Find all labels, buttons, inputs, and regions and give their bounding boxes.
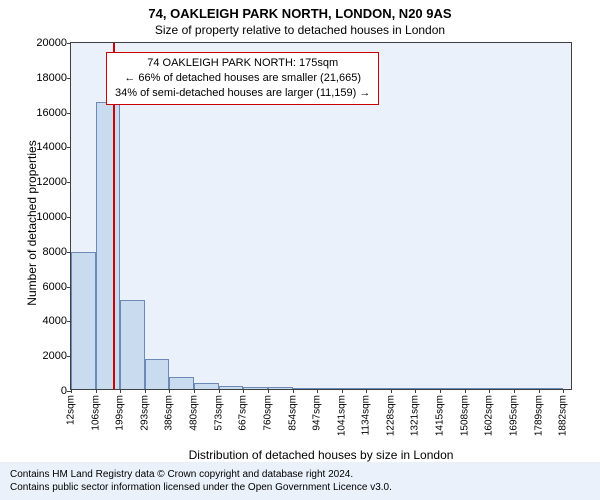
x-tick-label: 1882sqm xyxy=(558,395,569,436)
y-tick-mark xyxy=(67,217,71,218)
y-tick-mark xyxy=(67,321,71,322)
histogram-bar xyxy=(293,388,317,389)
x-tick-mark xyxy=(415,389,416,393)
histogram-bar xyxy=(391,388,415,389)
histogram-bar xyxy=(96,102,120,389)
x-tick-label: 760sqm xyxy=(262,395,273,431)
histogram-bar xyxy=(194,383,218,389)
histogram-bar xyxy=(539,388,563,389)
x-tick-label: 12sqm xyxy=(66,395,77,425)
x-tick-mark xyxy=(514,389,515,393)
histogram-bar xyxy=(465,388,490,389)
annotation-box: 74 OAKLEIGH PARK NORTH: 175sqm ← 66% of … xyxy=(106,52,379,105)
y-tick-mark xyxy=(67,252,71,253)
histogram-bar xyxy=(514,388,539,389)
x-tick-label: 1228sqm xyxy=(385,395,396,436)
x-tick-mark xyxy=(243,389,244,393)
x-tick-label: 480sqm xyxy=(189,395,200,431)
x-tick-label: 667sqm xyxy=(238,395,249,431)
x-tick-label: 1134sqm xyxy=(361,395,372,435)
x-tick-mark xyxy=(293,389,294,393)
x-tick-label: 199sqm xyxy=(115,395,126,431)
x-tick-mark xyxy=(539,389,540,393)
attribution-line2: Contains public sector information licen… xyxy=(10,481,590,494)
histogram-bar xyxy=(440,388,464,389)
x-tick-label: 1602sqm xyxy=(484,395,495,436)
x-tick-label: 1415sqm xyxy=(435,395,446,436)
y-tick-mark xyxy=(67,356,71,357)
x-tick-mark xyxy=(342,389,343,393)
x-tick-label: 106sqm xyxy=(90,395,101,431)
x-tick-label: 1041sqm xyxy=(336,395,347,436)
x-tick-mark xyxy=(317,389,318,393)
y-tick-mark xyxy=(67,147,71,148)
chart-title-main: 74, OAKLEIGH PARK NORTH, LONDON, N20 9AS xyxy=(0,0,600,21)
y-tick-label: 20000 xyxy=(36,37,71,49)
y-tick-mark xyxy=(67,287,71,288)
histogram-bar xyxy=(120,300,145,389)
x-tick-mark xyxy=(219,389,220,393)
x-tick-mark xyxy=(489,389,490,393)
x-tick-mark xyxy=(366,389,367,393)
x-tick-mark xyxy=(169,389,170,393)
x-tick-label: 1321sqm xyxy=(410,395,421,436)
y-tick-label: 10000 xyxy=(36,211,71,223)
histogram-bar xyxy=(169,377,194,389)
y-tick-mark xyxy=(67,43,71,44)
y-tick-mark xyxy=(67,182,71,183)
histogram-bar xyxy=(219,386,244,389)
attribution-text: Contains HM Land Registry data © Crown c… xyxy=(0,462,600,500)
y-tick-label: 14000 xyxy=(36,141,71,153)
y-axis-label: Number of detached properties xyxy=(25,123,39,323)
x-tick-mark xyxy=(145,389,146,393)
chart-title-sub: Size of property relative to detached ho… xyxy=(0,21,600,37)
y-tick-mark xyxy=(67,78,71,79)
histogram-bar xyxy=(489,388,513,389)
x-tick-label: 386sqm xyxy=(164,395,175,431)
attribution-line1: Contains HM Land Registry data © Crown c… xyxy=(10,468,590,481)
annotation-line1: 74 OAKLEIGH PARK NORTH: 175sqm xyxy=(115,56,370,71)
x-tick-label: 947sqm xyxy=(312,395,323,431)
annotation-line3: 34% of semi-detached houses are larger (… xyxy=(115,86,370,101)
x-tick-label: 293sqm xyxy=(139,395,150,431)
x-tick-mark xyxy=(194,389,195,393)
histogram-bar xyxy=(366,388,391,389)
x-tick-mark xyxy=(440,389,441,393)
x-tick-label: 854sqm xyxy=(287,395,298,431)
x-tick-mark xyxy=(391,389,392,393)
x-tick-mark xyxy=(563,389,564,393)
x-tick-mark xyxy=(71,389,72,393)
histogram-bar xyxy=(71,252,96,389)
y-tick-label: 18000 xyxy=(36,72,71,84)
y-tick-label: 12000 xyxy=(36,176,71,188)
x-tick-mark xyxy=(268,389,269,393)
histogram-bar xyxy=(342,388,366,389)
histogram-bar xyxy=(415,388,440,389)
annotation-line2: ← 66% of detached houses are smaller (21… xyxy=(115,71,370,86)
histogram-bar xyxy=(317,388,342,389)
y-tick-label: 16000 xyxy=(36,107,71,119)
x-tick-label: 573sqm xyxy=(213,395,224,431)
x-tick-mark xyxy=(465,389,466,393)
x-tick-label: 1695sqm xyxy=(508,395,519,436)
histogram-bar xyxy=(243,387,267,389)
histogram-bar xyxy=(145,359,169,389)
x-tick-mark xyxy=(96,389,97,393)
histogram-bar xyxy=(268,387,293,389)
x-tick-mark xyxy=(120,389,121,393)
y-tick-mark xyxy=(67,113,71,114)
x-tick-label: 1789sqm xyxy=(533,395,544,436)
x-axis-label: Distribution of detached houses by size … xyxy=(70,448,572,462)
x-tick-label: 1508sqm xyxy=(459,395,470,436)
